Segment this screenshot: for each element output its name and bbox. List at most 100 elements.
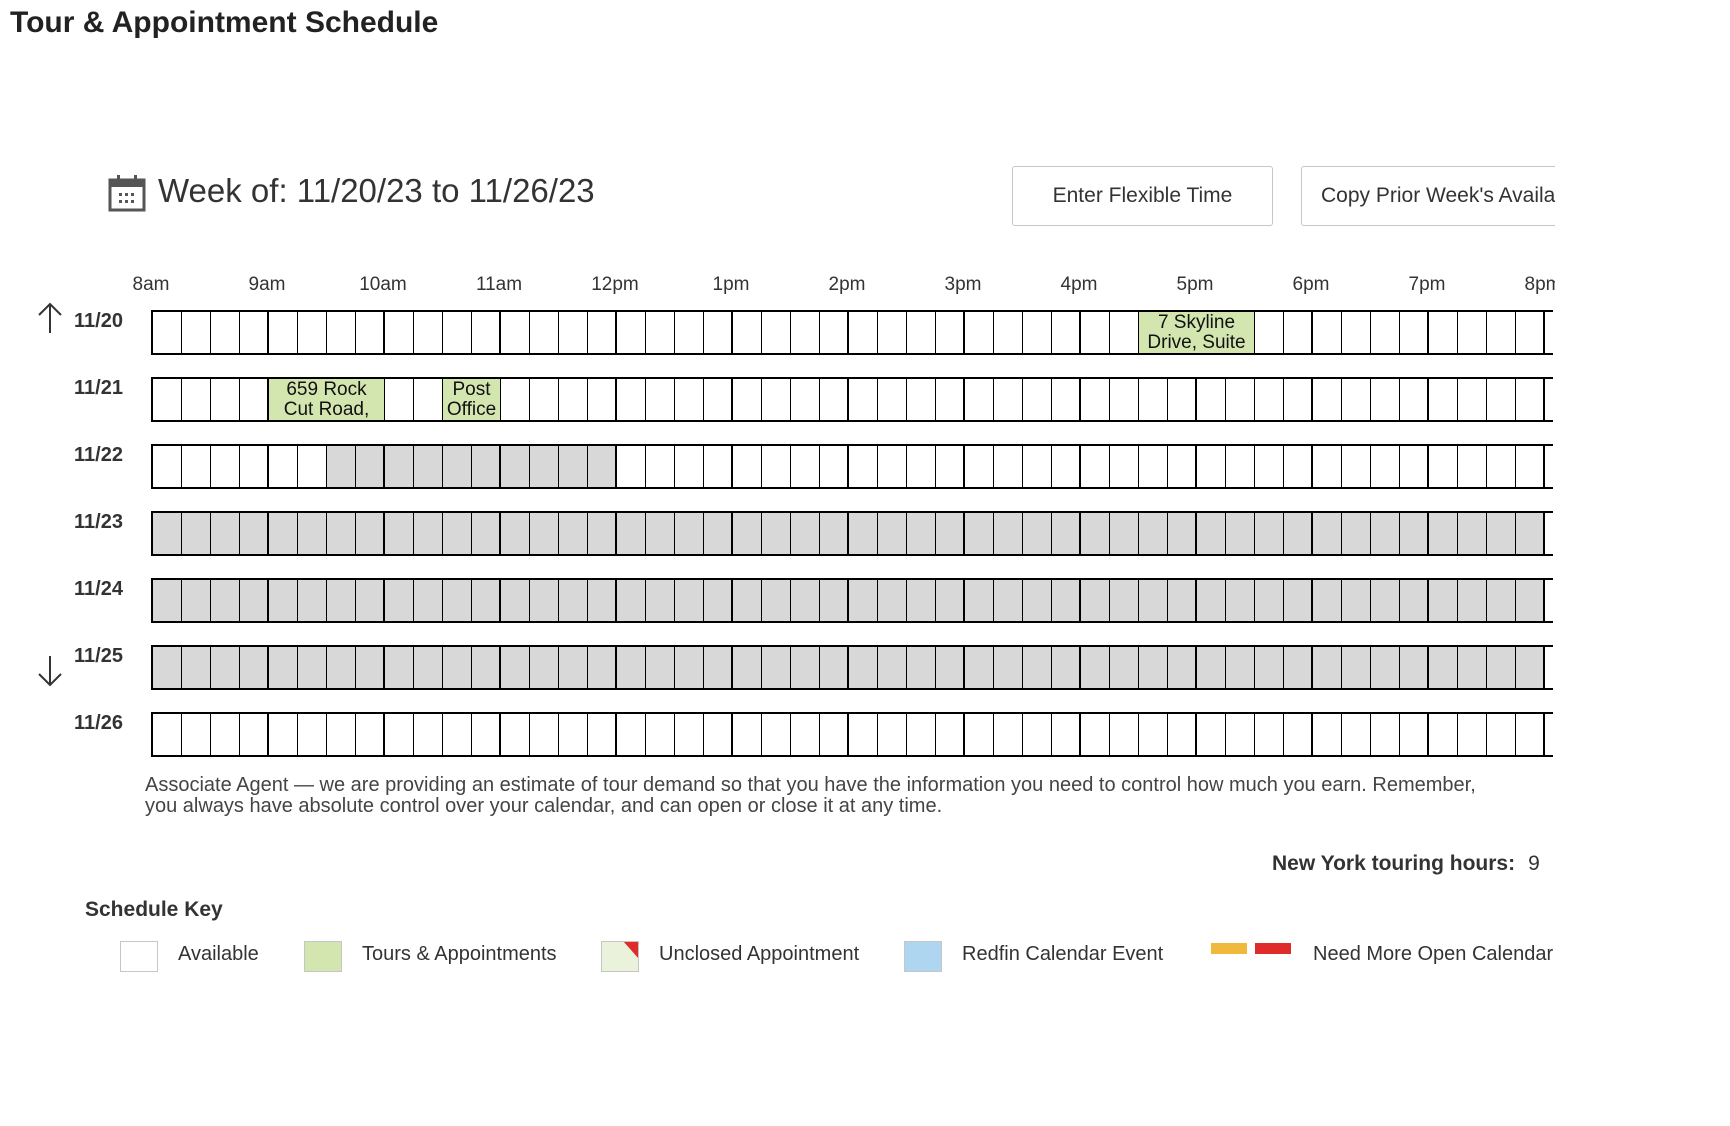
closed-slot[interactable]	[1516, 513, 1545, 554]
appointment-block[interactable]: 7 Skyline Drive, Suite	[1139, 312, 1255, 353]
available-slot[interactable]	[1052, 714, 1081, 755]
available-slot[interactable]	[1313, 714, 1342, 755]
closed-slot[interactable]	[878, 513, 907, 554]
available-slot[interactable]	[1023, 312, 1052, 353]
available-slot[interactable]	[965, 312, 994, 353]
available-slot[interactable]	[1110, 446, 1139, 487]
closed-slot[interactable]	[588, 513, 617, 554]
available-slot[interactable]	[1139, 446, 1168, 487]
available-slot[interactable]	[1255, 446, 1284, 487]
available-slot[interactable]	[1313, 446, 1342, 487]
available-slot[interactable]	[1197, 446, 1226, 487]
available-slot[interactable]	[646, 446, 675, 487]
closed-slot[interactable]	[878, 580, 907, 621]
available-slot[interactable]	[1400, 379, 1429, 420]
closed-slot[interactable]	[501, 446, 530, 487]
available-slot[interactable]	[820, 714, 849, 755]
available-slot[interactable]	[240, 714, 269, 755]
available-slot[interactable]	[791, 714, 820, 755]
available-slot[interactable]	[211, 312, 240, 353]
available-slot[interactable]	[878, 379, 907, 420]
closed-slot[interactable]	[1400, 647, 1429, 688]
available-slot[interactable]	[907, 379, 936, 420]
closed-slot[interactable]	[1226, 647, 1255, 688]
available-slot[interactable]	[1371, 379, 1400, 420]
closed-slot[interactable]	[704, 513, 733, 554]
closed-slot[interactable]	[385, 580, 414, 621]
closed-slot[interactable]	[1139, 580, 1168, 621]
available-slot[interactable]	[1516, 379, 1545, 420]
closed-slot[interactable]	[559, 580, 588, 621]
available-slot[interactable]	[907, 714, 936, 755]
closed-slot[interactable]	[1023, 580, 1052, 621]
closed-slot[interactable]	[1168, 580, 1197, 621]
closed-slot[interactable]	[1313, 647, 1342, 688]
closed-slot[interactable]	[1429, 647, 1458, 688]
available-slot[interactable]	[1110, 312, 1139, 353]
closed-slot[interactable]	[356, 580, 385, 621]
available-slot[interactable]	[762, 379, 791, 420]
closed-slot[interactable]	[878, 647, 907, 688]
available-slot[interactable]	[414, 312, 443, 353]
available-slot[interactable]	[356, 714, 385, 755]
closed-slot[interactable]	[414, 446, 443, 487]
closed-slot[interactable]	[1052, 580, 1081, 621]
closed-slot[interactable]	[646, 647, 675, 688]
closed-slot[interactable]	[849, 513, 878, 554]
closed-slot[interactable]	[1284, 513, 1313, 554]
closed-slot[interactable]	[1487, 513, 1516, 554]
available-slot[interactable]	[762, 446, 791, 487]
available-slot[interactable]	[153, 714, 182, 755]
closed-slot[interactable]	[1371, 647, 1400, 688]
available-slot[interactable]	[936, 312, 965, 353]
available-slot[interactable]	[820, 446, 849, 487]
available-slot[interactable]	[617, 446, 646, 487]
closed-slot[interactable]	[588, 446, 617, 487]
closed-slot[interactable]	[588, 647, 617, 688]
closed-slot[interactable]	[414, 513, 443, 554]
closed-slot[interactable]	[1342, 513, 1371, 554]
available-slot[interactable]	[675, 714, 704, 755]
closed-slot[interactable]	[1342, 580, 1371, 621]
closed-slot[interactable]	[1023, 647, 1052, 688]
closed-slot[interactable]	[1052, 647, 1081, 688]
closed-slot[interactable]	[1110, 580, 1139, 621]
available-slot[interactable]	[762, 312, 791, 353]
available-slot[interactable]	[733, 446, 762, 487]
closed-slot[interactable]	[530, 647, 559, 688]
available-slot[interactable]	[994, 312, 1023, 353]
closed-slot[interactable]	[675, 580, 704, 621]
available-slot[interactable]	[385, 714, 414, 755]
available-slot[interactable]	[1023, 714, 1052, 755]
available-slot[interactable]	[1023, 446, 1052, 487]
available-slot[interactable]	[1516, 312, 1545, 353]
closed-slot[interactable]	[559, 647, 588, 688]
available-slot[interactable]	[240, 312, 269, 353]
available-slot[interactable]	[443, 714, 472, 755]
closed-slot[interactable]	[182, 647, 211, 688]
closed-slot[interactable]	[327, 513, 356, 554]
closed-slot[interactable]	[472, 647, 501, 688]
closed-slot[interactable]	[1110, 647, 1139, 688]
closed-slot[interactable]	[733, 647, 762, 688]
closed-slot[interactable]	[1458, 513, 1487, 554]
available-slot[interactable]	[994, 714, 1023, 755]
available-slot[interactable]	[733, 714, 762, 755]
closed-slot[interactable]	[443, 647, 472, 688]
available-slot[interactable]	[501, 312, 530, 353]
available-slot[interactable]	[327, 714, 356, 755]
closed-slot[interactable]	[617, 580, 646, 621]
available-slot[interactable]	[1081, 379, 1110, 420]
available-slot[interactable]	[588, 714, 617, 755]
available-slot[interactable]	[153, 379, 182, 420]
closed-slot[interactable]	[1081, 580, 1110, 621]
available-slot[interactable]	[1255, 379, 1284, 420]
available-slot[interactable]	[704, 379, 733, 420]
closed-slot[interactable]	[153, 513, 182, 554]
closed-slot[interactable]	[849, 580, 878, 621]
available-slot[interactable]	[1139, 379, 1168, 420]
available-slot[interactable]	[1313, 312, 1342, 353]
available-slot[interactable]	[733, 312, 762, 353]
closed-slot[interactable]	[617, 647, 646, 688]
available-slot[interactable]	[269, 446, 298, 487]
